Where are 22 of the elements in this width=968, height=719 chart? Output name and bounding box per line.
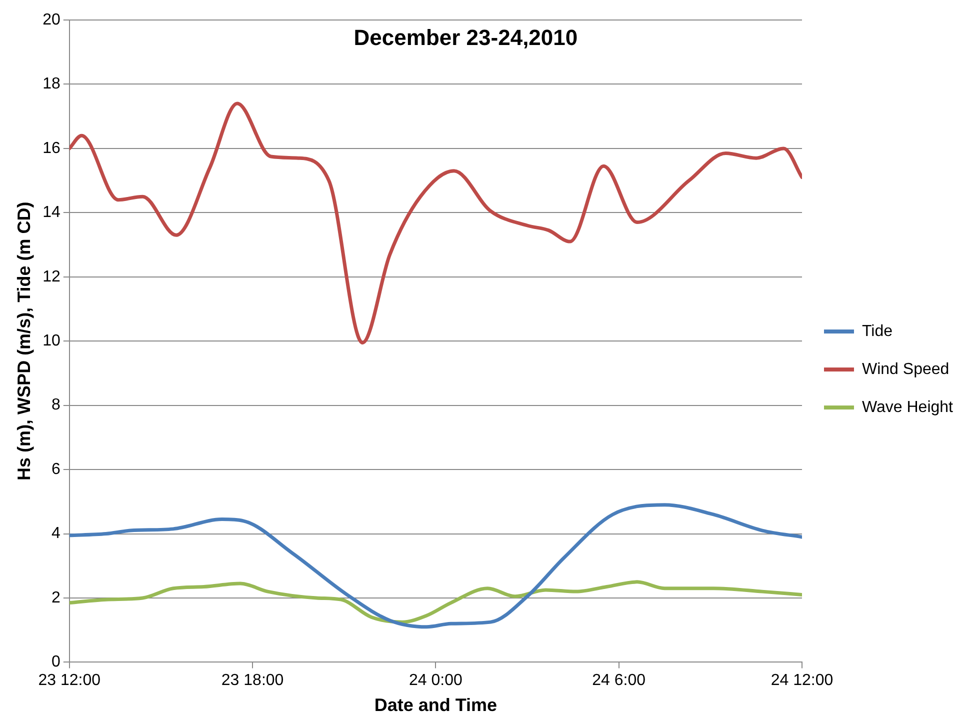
x-tick-label: 23 12:00 [38,672,101,690]
y-tick-label: 6 [51,460,60,478]
x-axis-title: Date and Time [374,695,498,716]
y-tick-label: 8 [51,396,60,414]
x-tick-label: 24 6:00 [592,672,646,690]
y-tick-label: 20 [42,11,60,28]
y-tick-label: 0 [51,654,60,671]
x-tick-label: 23 18:00 [221,672,284,690]
y-tick-label: 16 [42,140,60,157]
x-tick-label: 24 0:00 [409,672,462,690]
chart-title: December 23-24,2010 [354,25,578,50]
legend-label: Wave Height [862,398,954,416]
y-tick-label: 18 [42,76,60,93]
legend-label: Wind Speed [862,360,950,378]
x-tick-label: 24 12:00 [770,672,834,690]
y-tick-label: 2 [51,589,60,606]
y-tick-label: 4 [51,525,60,542]
y-tick-label: 10 [42,332,60,350]
legend-label: Tide [862,322,893,340]
y-tick-label: 14 [42,204,60,222]
y-tick-label: 12 [42,268,60,286]
y-axis-title: Hs (m), WSPD (m/s), Tide (m CD) [14,202,34,480]
